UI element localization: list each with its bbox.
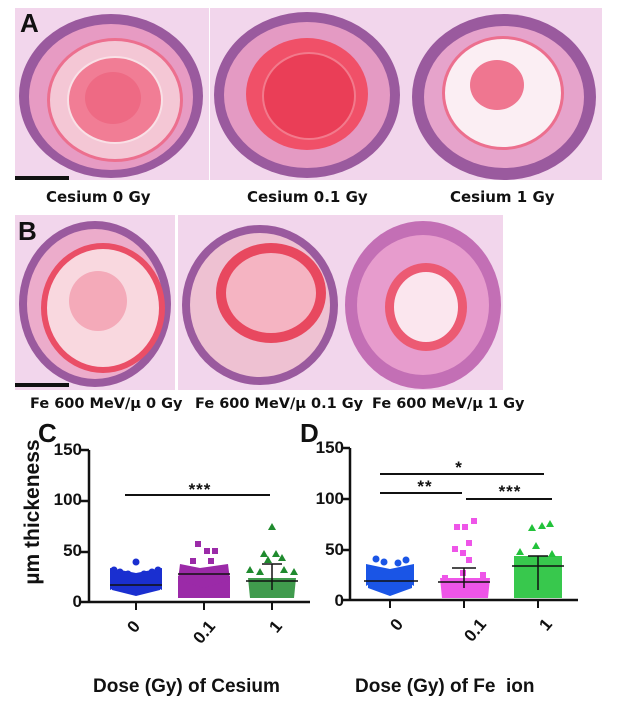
ytick-50: 50: [63, 541, 82, 560]
xtick-d-1: 1: [535, 615, 557, 635]
micrograph-cesium-1gy: [408, 8, 602, 180]
xtick-d-0.1: 0.1: [460, 615, 491, 646]
significance-d-0-vs-1: *: [455, 458, 463, 477]
scale-bar-b: [15, 383, 69, 387]
ytick-0: 0: [72, 592, 82, 611]
scale-bar-a: [15, 176, 69, 180]
caption-fe-0.1gy: Fe 600 MeV/µ 0.1 Gy: [195, 396, 364, 412]
xtick-c-0.1: 0.1: [189, 617, 220, 648]
xtick-c-1: 1: [265, 617, 287, 637]
ytick-d-50: 50: [325, 540, 344, 559]
micrograph-fe-1gy: [343, 215, 503, 390]
caption-fe-0gy: Fe 600 MeV/µ 0 Gy: [30, 396, 183, 412]
ytick-d-150: 150: [315, 438, 344, 457]
panel-letter-a: A: [20, 8, 39, 38]
significance-d-0.1-vs-1: ***: [498, 482, 522, 501]
chart-c-plot: [80, 448, 310, 610]
micrograph-fe-0gy: [15, 215, 175, 390]
caption-cesium-0.1gy: Cesium 0.1 Gy: [247, 188, 368, 206]
ytick-100: 100: [53, 490, 82, 509]
caption-fe-1gy: Fe 600 MeV/µ 1 Gy: [372, 396, 525, 412]
chart-d-plot: [342, 446, 578, 608]
x-axis-title-c: Dose (Gy) of Cesium: [93, 676, 280, 697]
xtick-c-0: 0: [123, 617, 145, 637]
panel-letter-c: C: [38, 418, 57, 448]
caption-cesium-0gy: Cesium 0 Gy: [46, 188, 151, 206]
ytick-150: 150: [53, 440, 82, 459]
significance-c-0-vs-1: ***: [188, 480, 212, 499]
ytick-d-100: 100: [315, 489, 344, 508]
xtick-d-0: 0: [386, 615, 408, 635]
micrograph-cesium-0gy: [15, 8, 209, 180]
caption-cesium-1gy: Cesium 1 Gy: [450, 188, 555, 206]
x-axis-title-d: Dose (Gy) of Fe ion: [355, 676, 535, 697]
significance-d-0-vs-0.1: **: [417, 477, 433, 496]
ytick-d-0: 0: [334, 591, 344, 610]
micrograph-fe-0.1gy: [178, 215, 343, 390]
panel-letter-b: B: [18, 216, 37, 246]
micrograph-cesium-0.1gy: [210, 8, 408, 180]
panel-letter-d: D: [300, 418, 319, 448]
